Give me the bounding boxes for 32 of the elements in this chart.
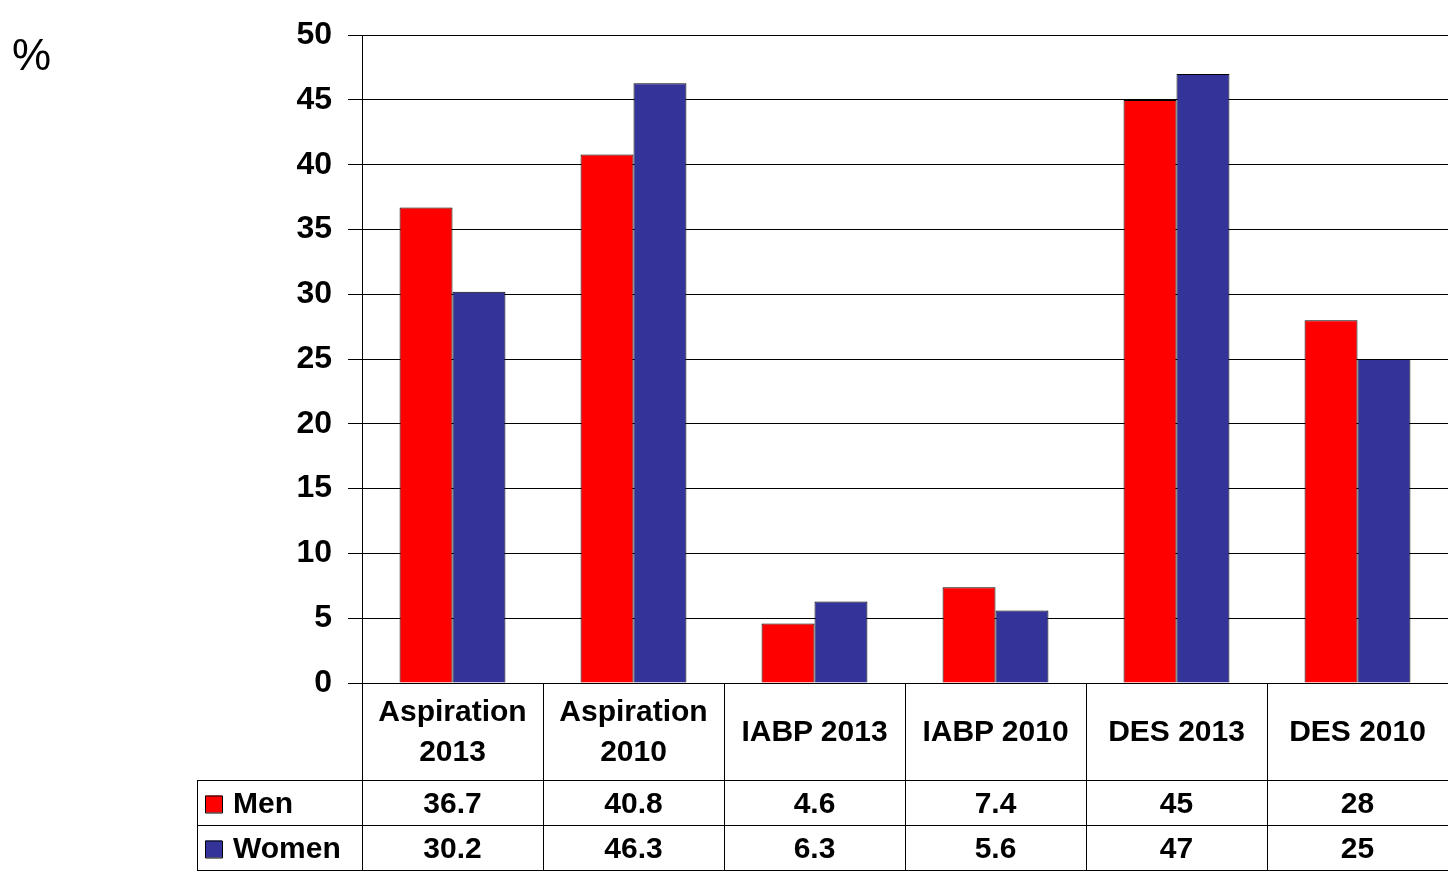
x-tick-label: DES 2013 <box>1108 713 1245 747</box>
x-tick-label: IABP 2010 <box>922 713 1069 747</box>
y-tick-label: 25 <box>296 338 332 375</box>
y-tick-label: 35 <box>296 209 332 246</box>
data-label: 28 <box>1340 785 1375 819</box>
data-label: 5.6 <box>974 830 1017 864</box>
data-label: 47 <box>1159 830 1194 864</box>
x-tick-label: Aspiration 2010 <box>559 693 708 767</box>
y-tick-label: 50 <box>296 15 332 52</box>
data-label: 45 <box>1159 785 1194 819</box>
text: % <box>12 30 52 80</box>
x-tick-label: IABP 2013 <box>741 713 888 747</box>
data-label: 36.7 <box>423 785 482 819</box>
data-label: 40.8 <box>604 785 663 819</box>
y-tick-label: 40 <box>296 144 332 181</box>
y-tick-label: 45 <box>296 79 332 116</box>
data-label: 25 <box>1340 830 1375 864</box>
y-tick-label: 20 <box>296 403 332 440</box>
x-tick-label: DES 2010 <box>1289 713 1426 747</box>
y-tick-label: 15 <box>296 468 332 505</box>
data-label: 6.3 <box>793 830 836 864</box>
data-label: 4.6 <box>793 785 836 819</box>
data-label: 46.3 <box>604 830 663 864</box>
x-tick-label: Aspiration 2013 <box>378 693 527 767</box>
legend-label: Men <box>233 785 293 819</box>
y-tick-label: 10 <box>296 533 332 570</box>
y-tick-label: 5 <box>314 598 332 635</box>
y-tick-label: 0 <box>314 662 332 699</box>
data-label: 7.4 <box>974 785 1017 819</box>
data-label: 30.2 <box>423 830 482 864</box>
legend-label: Women <box>233 830 341 864</box>
y-tick-label: 30 <box>296 274 332 311</box>
